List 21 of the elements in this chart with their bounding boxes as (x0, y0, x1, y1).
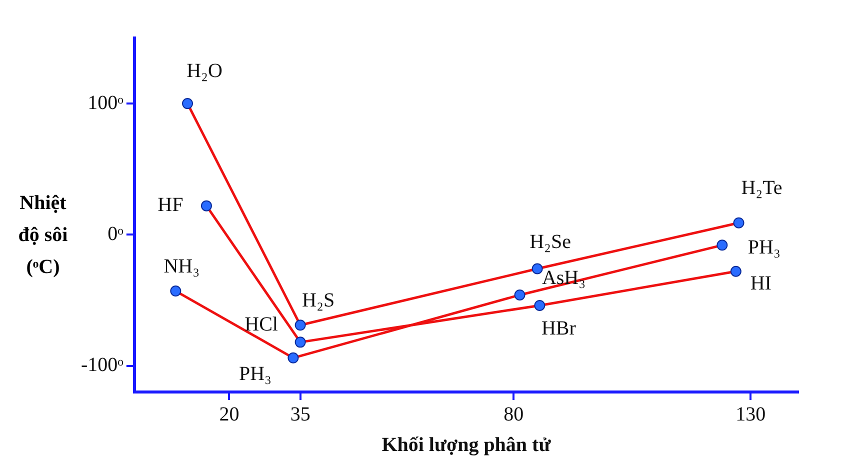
y-axis-title: Nhiệt độ sôi (ᵒC) (17, 191, 69, 280)
y-tick-label: 0ᵒ (108, 222, 124, 245)
annotation: H₂O (186, 60, 222, 82)
annotation: PH₃ (238, 363, 272, 386)
annotation: AsH₃ (542, 267, 586, 290)
x-axis-title: Khối lượng phân tử (382, 434, 552, 456)
x-tick-label: 20 (219, 403, 240, 426)
annotation: HCl (244, 313, 278, 336)
annotation: HF (158, 194, 184, 216)
y-tick-label: 100ᵒ (88, 92, 124, 114)
annotation: H₂Te (741, 177, 782, 200)
x-tick-label: 80 (504, 403, 524, 426)
annotation: PH₃ (748, 236, 780, 258)
y-tick-label: -100ᵒ (81, 354, 124, 376)
x-tick-label: 130 (736, 403, 766, 426)
annotation: NH₃ (164, 255, 200, 278)
annotation: H₂Se (530, 231, 572, 254)
x-tick-label: 35 (290, 403, 310, 426)
annotation: H₂S (302, 289, 335, 312)
annotation: HI (750, 272, 772, 295)
annotation: HBr (541, 318, 576, 340)
